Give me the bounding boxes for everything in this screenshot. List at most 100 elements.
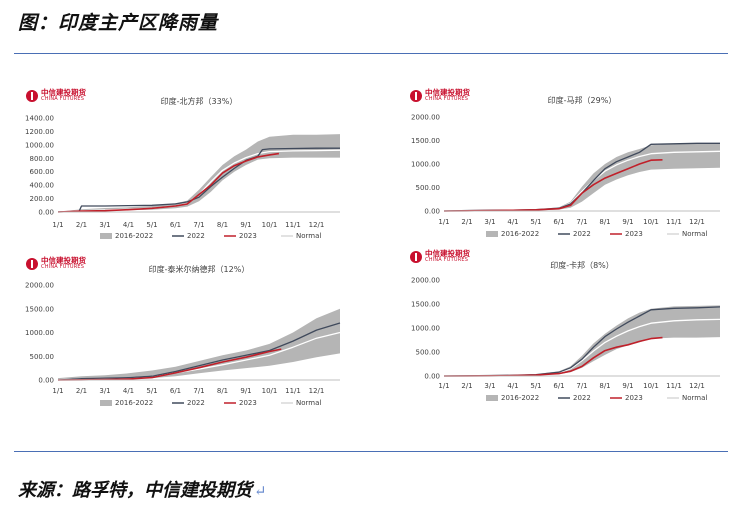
y-tick-label: 0.00 (38, 377, 54, 385)
logo-name-cn: 中信建投期货 (425, 88, 470, 97)
y-tick-label: 2000.00 (25, 282, 54, 290)
source-note: 来源：路孚特，中信建投期货 ↵ (18, 476, 267, 502)
return-arrow-icon: ↵ (254, 482, 267, 500)
x-tick-label: 1/1 (52, 387, 63, 395)
series-band-2016-2022 (58, 134, 340, 212)
chart-title: 印度-泰米尔纳德邦（12%） (149, 264, 250, 274)
legend-label: 2022 (187, 399, 205, 407)
series-line-2022 (57, 147, 340, 213)
logo: 中信建投期货 CHINA FUTURES (26, 89, 86, 103)
x-tick-label: 6/1 (170, 221, 181, 229)
x-tick-label: 9/1 (240, 387, 251, 395)
y-tick-label: 1500.00 (411, 137, 440, 145)
x-tick-label: 11/1 (285, 387, 301, 395)
x-tick-label: 7/1 (193, 387, 204, 395)
bottom-divider (14, 451, 728, 452)
source-text: 来源：路孚特，中信建投期货 (18, 480, 252, 501)
x-tick-label: 12/1 (689, 382, 705, 390)
x-tick-label: 10/1 (262, 387, 278, 395)
logo-name-en: CHINA FUTURES (425, 96, 469, 102)
x-tick-label: 2/1 (461, 218, 472, 226)
legend-label: 2023 (625, 230, 643, 238)
series-line-2023 (443, 159, 663, 212)
logo-name-cn: 中信建投期货 (425, 249, 470, 258)
x-tick-label: 1/1 (52, 221, 63, 229)
page-title: 图：印度主产区降雨量 (18, 12, 219, 34)
x-tick-label: 11/1 (666, 382, 682, 390)
y-tick-label: 1000.00 (25, 141, 54, 149)
y-tick-label: 0.00 (38, 209, 54, 217)
x-tick-label: 12/1 (689, 218, 705, 226)
y-tick-label: 500.00 (416, 184, 441, 192)
x-tick-label: 3/1 (484, 218, 495, 226)
series-line-2023 (57, 152, 280, 213)
x-tick-label: 8/1 (217, 387, 228, 395)
china-futures-logo-icon (410, 251, 422, 263)
x-tick-label: 5/1 (530, 382, 541, 390)
china-futures-logo-icon (410, 90, 422, 102)
y-tick-label: 1000.00 (411, 161, 440, 169)
x-tick-label: 5/1 (146, 387, 157, 395)
y-tick-label: 500.00 (30, 353, 55, 361)
y-tick-label: 600.00 (30, 168, 55, 176)
logo-name-en: CHINA FUTURES (41, 96, 85, 102)
legend-label: 2022 (573, 394, 591, 402)
chart-panel-karnataka: 中信建投期货 CHINA FUTURES 印度-卡邦（8%） 0.00 500.00 1… (392, 248, 732, 410)
chart-title: 印度-马邦（29%） (548, 95, 617, 105)
x-tick-label: 12/1 (309, 387, 325, 395)
chart-svg: 印度-马邦（29%） 0.00 500.00 1000.00 1500.00 2000.0… (411, 95, 721, 238)
legend-label: 2022 (573, 230, 591, 238)
legend-swatch-band (100, 233, 112, 239)
y-tick-label: 1500.00 (411, 301, 440, 309)
legend-label: 2016-2022 (501, 394, 539, 402)
logo-name-cn: 中信建投期货 (41, 256, 86, 265)
x-tick-label: 9/1 (622, 382, 633, 390)
y-tick-label: 400.00 (30, 182, 55, 190)
y-tick-label: 800.00 (30, 155, 55, 163)
chart-svg: 印度-卡邦（8%） 0.00 500.00 1000.00 1500.00 2000.00… (411, 260, 721, 402)
legend-label: Normal (682, 394, 707, 402)
x-tick-label: 7/1 (193, 221, 204, 229)
x-tick-label: 7/1 (576, 218, 587, 226)
y-tick-label: 1000.00 (25, 329, 54, 337)
legend-label: 2023 (625, 394, 643, 402)
x-tick-label: 5/1 (146, 221, 157, 229)
legend-label: 2023 (239, 232, 257, 240)
series-line-normal (57, 149, 341, 213)
x-tick-label: 12/1 (309, 221, 325, 229)
x-tick-label: 8/1 (599, 218, 610, 226)
x-tick-label: 6/1 (553, 382, 564, 390)
y-tick-label: 2000.00 (411, 277, 440, 285)
legend-label: Normal (296, 232, 321, 240)
legend-label: 2016-2022 (501, 230, 539, 238)
x-tick-label: 2/1 (461, 382, 472, 390)
chart-panel-uttar-pradesh: 中信建投期货 CHINA FUTURES 印度-北方邦（33%） 0.00 200.0… (20, 86, 365, 246)
logo-name-cn: 中信建投期货 (41, 88, 86, 97)
y-tick-label: 500.00 (416, 349, 441, 357)
x-tick-label: 5/1 (530, 218, 541, 226)
x-tick-label: 3/1 (99, 387, 110, 395)
x-tick-label: 9/1 (622, 218, 633, 226)
logo: 中信建投期货 CHINA FUTURES (410, 250, 470, 264)
legend-label: 2023 (239, 399, 257, 407)
x-tick-label: 11/1 (666, 218, 682, 226)
legend-label: 2022 (187, 232, 205, 240)
x-tick-label: 6/1 (170, 387, 181, 395)
x-tick-label: 3/1 (99, 221, 110, 229)
x-tick-label: 8/1 (217, 221, 228, 229)
china-futures-logo-icon (26, 90, 38, 102)
legend-swatch-band (486, 395, 498, 401)
legend-label: Normal (296, 399, 321, 407)
y-tick-label: 1000.00 (411, 325, 440, 333)
x-tick-label: 4/1 (507, 218, 518, 226)
chart-panel-tamil-nadu: 中信建投期货 CHINA FUTURES 印度-泰米尔纳德邦（12%） 0.00 50… (20, 254, 365, 414)
y-tick-label: 1400.00 (25, 115, 54, 123)
legend-swatch-band (100, 400, 112, 406)
legend-label: 2016-2022 (115, 232, 153, 240)
logo: 中信建投期货 CHINA FUTURES (410, 89, 470, 103)
chart-title: 印度-北方邦（33%） (161, 96, 238, 106)
x-tick-label: 2/1 (76, 221, 87, 229)
x-tick-label: 10/1 (643, 382, 659, 390)
y-tick-label: 0.00 (424, 208, 440, 216)
legend-label: Normal (682, 230, 707, 238)
